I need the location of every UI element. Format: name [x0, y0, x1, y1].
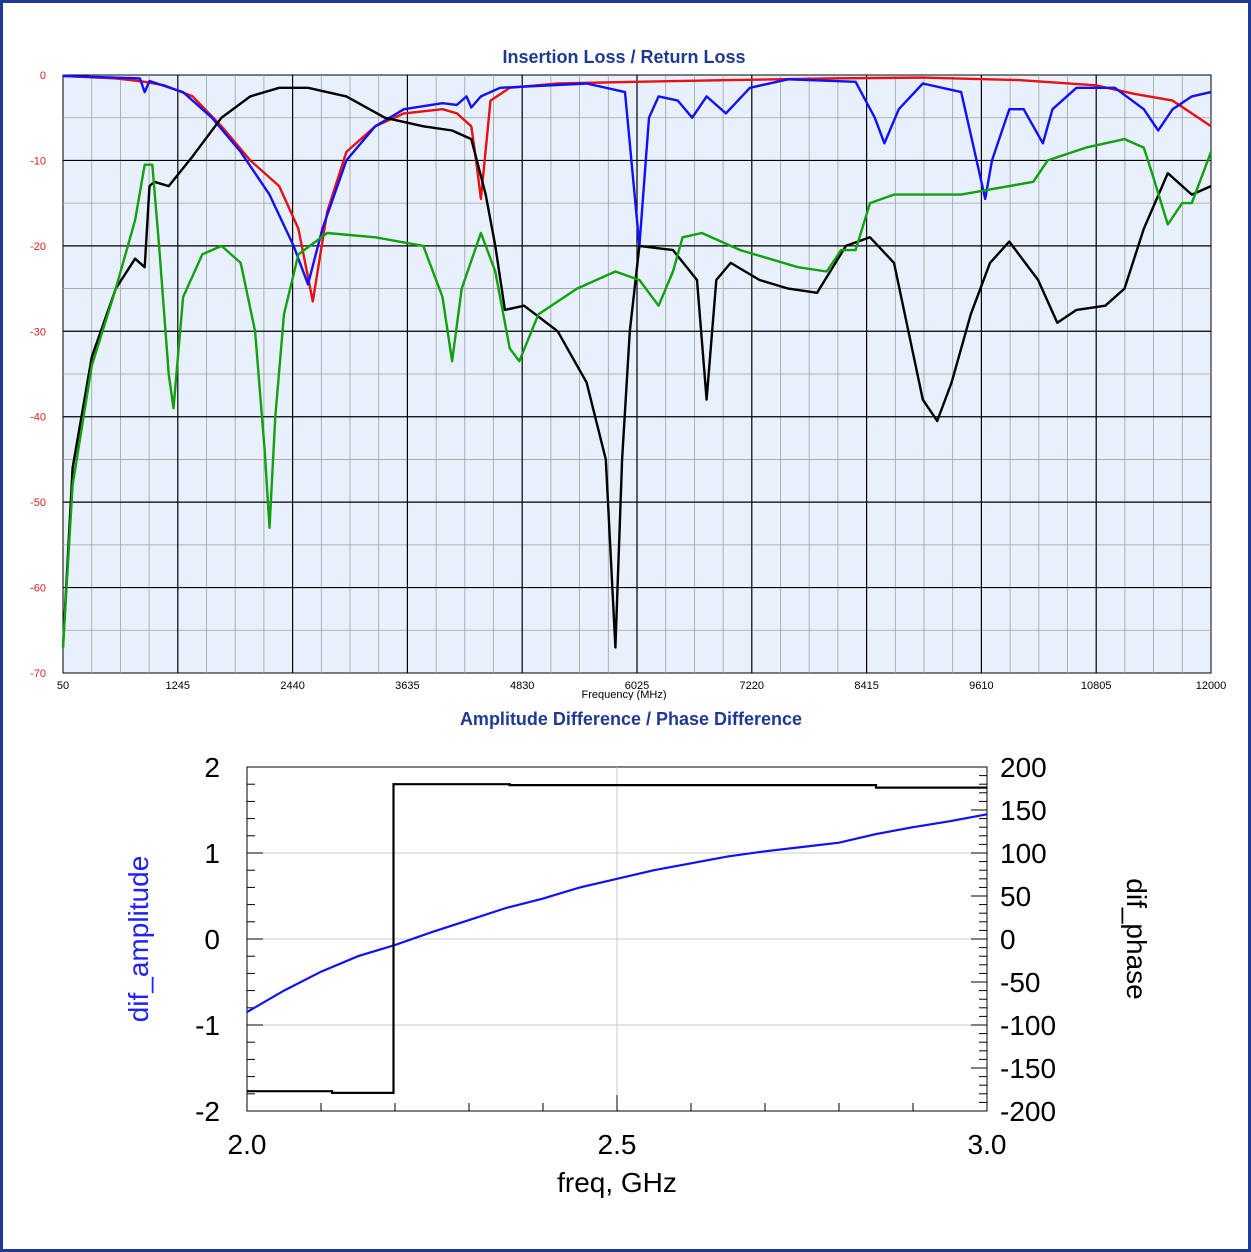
series-group: [61, 74, 1213, 649]
y-tick-label: -20: [30, 241, 46, 253]
series-group: [246, 783, 988, 1094]
y-tick-label: -40: [30, 412, 46, 424]
y-tick-label: -10: [30, 155, 46, 167]
x-tick-label: 2.0: [228, 1129, 267, 1160]
x-tick-label: 9610: [969, 680, 993, 692]
x-tick-label: 1245: [166, 680, 190, 692]
gridlines: [247, 767, 987, 1111]
x-tick-label: 2.5: [598, 1129, 637, 1160]
y-axis-label: dif_amplitude: [123, 856, 154, 1023]
x-tick-labels: 2.0 2.5 3.0: [228, 1129, 1007, 1160]
right-y-tick-label: -150: [1000, 1053, 1056, 1084]
y-tick-label: 0: [40, 70, 46, 82]
major-gridlines: [63, 75, 1211, 673]
amplitude-phase-difference-chart: Amplitude Difference / Phase Difference …: [123, 709, 1152, 1198]
x-tick-label: 50: [57, 680, 69, 692]
right-y-tick-label: 50: [1000, 881, 1031, 912]
series-line-1: [62, 74, 1212, 303]
x-tick-label: 4830: [510, 680, 534, 692]
y-tick-label: -30: [30, 326, 46, 338]
chart-title: Insertion Loss / Return Loss: [502, 47, 745, 67]
x-tick-label: 2440: [280, 680, 304, 692]
left-y-tick-label: 1: [204, 838, 220, 869]
y-tick-label: -70: [30, 668, 46, 680]
y-tick-label: -50: [30, 497, 46, 509]
left-y-tick-label: -2: [195, 1096, 220, 1127]
series-line-2: [62, 74, 1212, 286]
y-tick-label: -60: [30, 583, 46, 595]
left-y-tick-label: 2: [204, 752, 220, 783]
right-y-tick-label: -100: [1000, 1010, 1056, 1041]
x-tick-label: 12000: [1196, 680, 1227, 692]
insertion-return-loss-chart: Insertion Loss / Return Loss 0 -10 -20 -30 -…: [30, 47, 1226, 700]
series-dif_phase: [247, 783, 987, 1094]
x-tick-label: 3635: [395, 680, 419, 692]
x-axis-label: Frequency (MHz): [582, 689, 667, 700]
y2-axis-label: dif_phase: [1121, 878, 1152, 999]
x-tick-label: 10805: [1081, 680, 1112, 692]
minor-gridlines: [63, 75, 1211, 673]
tick-marks: [246, 766, 988, 1112]
right-y-tick-label: 150: [1000, 795, 1047, 826]
right-y-tick-label: -200: [1000, 1096, 1056, 1127]
right-y-tick-labels: 200 150 100 50 0 -50 -100 -150 -200: [1000, 752, 1056, 1127]
y-tick-labels: 0 -10 -20 -30 -40 -50 -60 -70: [30, 70, 46, 680]
x-tick-label: 8415: [854, 680, 878, 692]
x-tick-labels: 50 1245 2440 3635 4830 6025 7220 8415 9610 10805 1…: [57, 680, 1226, 692]
series-line-3: [61, 86, 1212, 649]
left-y-tick-label: -1: [195, 1010, 220, 1041]
x-tick-label: 6025: [625, 680, 649, 692]
right-y-tick-label: 0: [1000, 924, 1016, 955]
x-tick-label: 3.0: [968, 1129, 1007, 1160]
right-y-tick-label: 200: [1000, 752, 1047, 783]
series-dif_amplitude: [246, 813, 988, 1014]
series-line-4: [61, 137, 1213, 648]
right-y-tick-label: 100: [1000, 838, 1047, 869]
x-axis-label: freq, GHz: [557, 1167, 677, 1198]
right-y-tick-label: -50: [1000, 967, 1040, 998]
x-tick-label: 7220: [740, 680, 764, 692]
left-y-tick-labels: 2 1 0 -1 -2: [195, 752, 220, 1127]
left-y-tick-label: 0: [204, 924, 220, 955]
chart-title: Amplitude Difference / Phase Difference: [460, 709, 802, 729]
